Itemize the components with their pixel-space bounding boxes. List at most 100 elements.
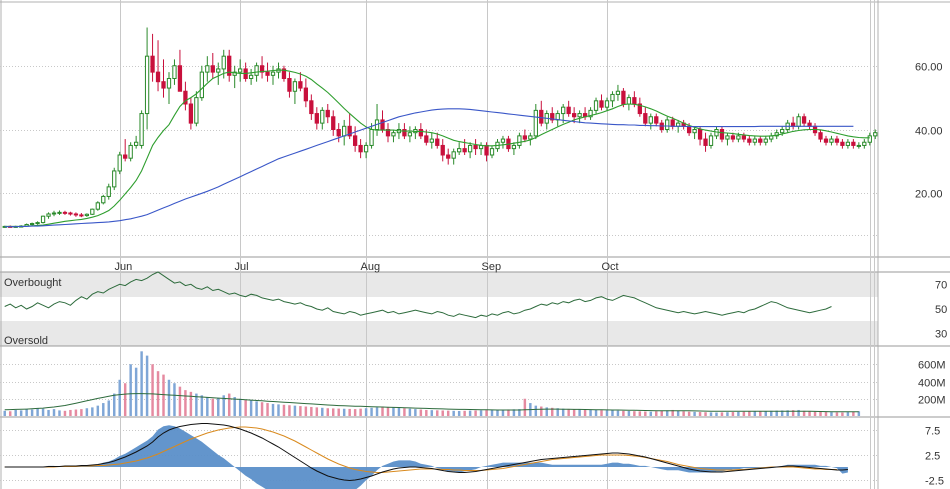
volume-bar	[627, 410, 631, 416]
x-tick-label: Aug	[361, 261, 381, 273]
volume-bar	[813, 411, 817, 416]
volume-bar	[271, 403, 275, 416]
volume-bar	[74, 409, 78, 416]
volume-bar	[704, 412, 707, 416]
volume-bar	[342, 408, 346, 416]
volume-bar	[540, 406, 543, 416]
volume-bar	[156, 371, 160, 416]
candle-body	[867, 135, 872, 143]
volume-bar	[490, 409, 494, 416]
volume-bar	[841, 412, 844, 416]
candle-body	[763, 138, 768, 143]
volume-bar	[430, 410, 434, 416]
candle-body	[686, 125, 692, 134]
volume-bar	[30, 409, 34, 416]
candle-body	[561, 106, 566, 115]
volume-bar	[129, 364, 132, 416]
volume-bar	[824, 412, 828, 416]
candle-body	[484, 144, 489, 156]
volume-bar	[764, 410, 767, 416]
oscillator-y-tick-label: 50	[935, 304, 947, 316]
candle-body	[161, 81, 166, 89]
macd-y-tick-label: 2.5	[925, 451, 940, 463]
volume-bar	[414, 409, 417, 416]
volume-bar	[474, 410, 477, 416]
candle-body	[435, 138, 440, 146]
candle-body	[287, 78, 292, 92]
candle-body	[856, 144, 861, 147]
candle-body	[522, 135, 528, 140]
candle-body	[571, 113, 577, 118]
volume-bar	[375, 407, 379, 416]
volume-bar	[671, 409, 674, 416]
candle-body	[725, 135, 730, 140]
macd-y-tick-label: -2.5	[925, 476, 944, 488]
volume-bar	[162, 374, 165, 416]
candle-body	[489, 148, 495, 156]
candle-body	[183, 90, 188, 105]
volume-bar	[277, 404, 280, 416]
candle-body	[73, 213, 79, 216]
volume-bar	[452, 410, 455, 416]
volume-bar	[217, 397, 220, 416]
volume-bar	[140, 351, 143, 416]
volume-bar	[720, 412, 724, 416]
volume-bar	[496, 409, 499, 416]
volume-bar	[195, 393, 198, 416]
candle-body	[227, 55, 232, 76]
volume-bar	[222, 395, 225, 416]
overbought-band	[0, 272, 878, 297]
candle-body	[139, 113, 144, 146]
volume-bar	[665, 410, 669, 416]
candle-body	[331, 116, 336, 130]
candle-body	[670, 119, 675, 127]
oscillator-panel	[0, 272, 878, 346]
candle-body	[133, 141, 139, 146]
volume-bar	[594, 409, 598, 416]
candle-body	[873, 132, 878, 137]
volume-bar	[14, 409, 17, 416]
candle-body	[451, 151, 456, 159]
volume-bar	[58, 410, 61, 416]
volume-bar	[616, 410, 620, 416]
volume-bar	[682, 411, 685, 416]
volume-bar	[47, 409, 50, 416]
candle-body	[801, 116, 807, 124]
volume-bar	[425, 409, 428, 416]
volume-bar	[184, 390, 187, 416]
volume-bar	[846, 412, 850, 416]
volume-bar	[80, 409, 83, 416]
volume-bar	[468, 410, 472, 416]
volume-bar	[709, 412, 713, 416]
volume-bar	[8, 411, 12, 416]
volume-bar	[731, 412, 735, 416]
volume-bar	[359, 408, 362, 416]
candle-body	[511, 144, 517, 150]
candle-body	[123, 154, 128, 159]
volume-bar	[233, 397, 236, 416]
volume-bar	[775, 410, 778, 416]
volume-bar	[200, 395, 204, 416]
volume-bar	[742, 411, 746, 416]
candle-body	[796, 116, 801, 127]
candle-body	[46, 213, 51, 217]
price-y-tick-label: 60.00	[915, 62, 943, 74]
candle-body	[654, 116, 659, 124]
candle-body	[188, 103, 194, 124]
candle-body	[177, 65, 183, 92]
volume-bar	[600, 410, 603, 416]
volume-bar	[457, 410, 461, 416]
volume-bar	[403, 408, 406, 416]
volume-bar	[501, 409, 505, 416]
volume-bar	[830, 412, 833, 416]
volume-bar	[63, 410, 67, 416]
candle-body	[457, 148, 462, 153]
candle-body	[292, 81, 298, 92]
candle-body	[320, 109, 325, 124]
candle-body	[314, 113, 319, 124]
candle-body	[210, 65, 215, 73]
volume-bar	[288, 405, 291, 416]
volume-bar	[244, 399, 247, 416]
volume-bar	[52, 409, 56, 416]
